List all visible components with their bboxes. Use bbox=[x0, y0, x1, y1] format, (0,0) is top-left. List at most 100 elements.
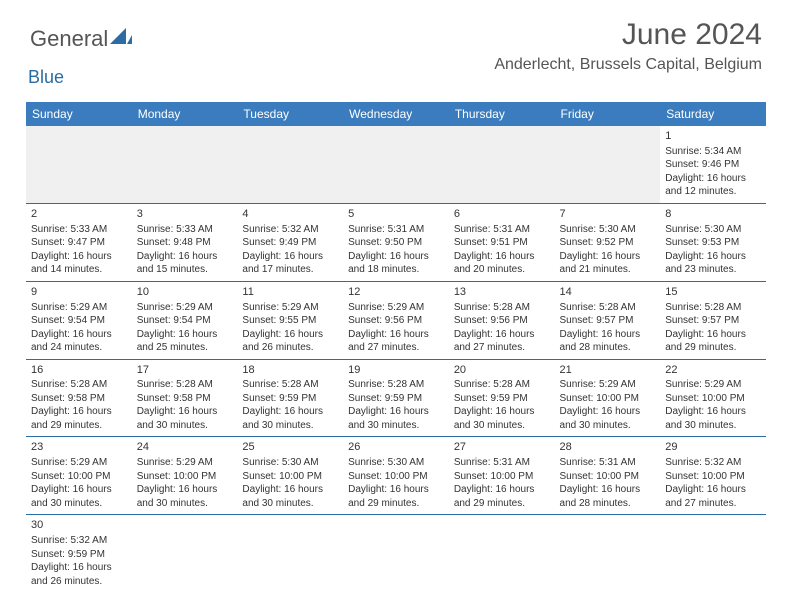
day-info-line: and 29 minutes. bbox=[454, 497, 550, 511]
day-info-line: Daylight: 16 hours bbox=[242, 483, 338, 497]
day-info-line: and 29 minutes. bbox=[348, 497, 444, 511]
day-info-line: Daylight: 16 hours bbox=[31, 483, 127, 497]
calendar-row: 16Sunrise: 5:28 AMSunset: 9:58 PMDayligh… bbox=[26, 359, 766, 437]
calendar-cell bbox=[660, 515, 766, 592]
day-info-line: and 30 minutes. bbox=[348, 419, 444, 433]
calendar-cell bbox=[343, 515, 449, 592]
calendar-cell bbox=[132, 515, 238, 592]
day-info-line: and 30 minutes. bbox=[665, 419, 761, 433]
calendar-cell bbox=[237, 515, 343, 592]
day-number: 18 bbox=[242, 363, 338, 378]
day-header: Thursday bbox=[449, 102, 555, 126]
day-info-line: Sunset: 9:59 PM bbox=[454, 392, 550, 406]
day-info-line: Sunrise: 5:32 AM bbox=[665, 456, 761, 470]
day-info-line: and 14 minutes. bbox=[31, 263, 127, 277]
day-info-line: and 27 minutes. bbox=[454, 341, 550, 355]
day-info-line: Daylight: 16 hours bbox=[454, 405, 550, 419]
calendar-cell bbox=[449, 515, 555, 592]
day-number: 7 bbox=[560, 207, 656, 222]
calendar-cell: 7Sunrise: 5:30 AMSunset: 9:52 PMDaylight… bbox=[555, 203, 661, 281]
calendar-cell: 25Sunrise: 5:30 AMSunset: 10:00 PMDaylig… bbox=[237, 437, 343, 515]
calendar-cell: 6Sunrise: 5:31 AMSunset: 9:51 PMDaylight… bbox=[449, 203, 555, 281]
day-number: 30 bbox=[31, 518, 127, 533]
day-info-line: Sunset: 9:57 PM bbox=[665, 314, 761, 328]
calendar-cell: 26Sunrise: 5:30 AMSunset: 10:00 PMDaylig… bbox=[343, 437, 449, 515]
calendar-cell: 16Sunrise: 5:28 AMSunset: 9:58 PMDayligh… bbox=[26, 359, 132, 437]
day-info-line: Sunrise: 5:28 AM bbox=[665, 301, 761, 315]
calendar-table: Sunday Monday Tuesday Wednesday Thursday… bbox=[26, 102, 766, 592]
day-number: 12 bbox=[348, 285, 444, 300]
day-info-line: Sunrise: 5:31 AM bbox=[348, 223, 444, 237]
day-number: 19 bbox=[348, 363, 444, 378]
day-info-line: Sunset: 9:50 PM bbox=[348, 236, 444, 250]
day-info-line: Sunset: 10:00 PM bbox=[348, 470, 444, 484]
calendar-cell: 15Sunrise: 5:28 AMSunset: 9:57 PMDayligh… bbox=[660, 281, 766, 359]
day-info-line: and 30 minutes. bbox=[137, 497, 233, 511]
day-info-line: Sunrise: 5:32 AM bbox=[31, 534, 127, 548]
day-info-line: Daylight: 16 hours bbox=[560, 328, 656, 342]
day-info-line: Sunrise: 5:29 AM bbox=[31, 301, 127, 315]
calendar-cell: 23Sunrise: 5:29 AMSunset: 10:00 PMDaylig… bbox=[26, 437, 132, 515]
day-info-line: Sunrise: 5:29 AM bbox=[31, 456, 127, 470]
day-info-line: Sunrise: 5:33 AM bbox=[137, 223, 233, 237]
day-info-line: Sunrise: 5:30 AM bbox=[665, 223, 761, 237]
day-info-line: Daylight: 16 hours bbox=[348, 483, 444, 497]
day-header: Monday bbox=[132, 102, 238, 126]
day-header: Saturday bbox=[660, 102, 766, 126]
day-number: 23 bbox=[31, 440, 127, 455]
day-number: 26 bbox=[348, 440, 444, 455]
calendar-cell: 2Sunrise: 5:33 AMSunset: 9:47 PMDaylight… bbox=[26, 203, 132, 281]
day-info-line: Daylight: 16 hours bbox=[31, 405, 127, 419]
calendar-row: 9Sunrise: 5:29 AMSunset: 9:54 PMDaylight… bbox=[26, 281, 766, 359]
day-info-line: Daylight: 16 hours bbox=[137, 250, 233, 264]
day-info-line: Sunrise: 5:29 AM bbox=[560, 378, 656, 392]
day-info-line: Sunset: 9:51 PM bbox=[454, 236, 550, 250]
day-number: 10 bbox=[137, 285, 233, 300]
day-number: 11 bbox=[242, 285, 338, 300]
day-number: 14 bbox=[560, 285, 656, 300]
logo-sail-icon bbox=[110, 28, 132, 51]
day-info-line: Sunset: 9:56 PM bbox=[348, 314, 444, 328]
day-info-line: Sunset: 9:58 PM bbox=[137, 392, 233, 406]
day-number: 2 bbox=[31, 207, 127, 222]
day-info-line: Daylight: 16 hours bbox=[665, 172, 761, 186]
day-info-line: and 20 minutes. bbox=[454, 263, 550, 277]
day-info-line: Sunset: 9:55 PM bbox=[242, 314, 338, 328]
calendar-cell: 29Sunrise: 5:32 AMSunset: 10:00 PMDaylig… bbox=[660, 437, 766, 515]
day-info-line: Sunrise: 5:30 AM bbox=[560, 223, 656, 237]
calendar-cell: 28Sunrise: 5:31 AMSunset: 10:00 PMDaylig… bbox=[555, 437, 661, 515]
calendar-cell: 17Sunrise: 5:28 AMSunset: 9:58 PMDayligh… bbox=[132, 359, 238, 437]
day-info-line: Daylight: 16 hours bbox=[454, 250, 550, 264]
day-number: 22 bbox=[665, 363, 761, 378]
day-info-line: Sunrise: 5:29 AM bbox=[665, 378, 761, 392]
day-info-line: Sunrise: 5:33 AM bbox=[31, 223, 127, 237]
day-info-line: Sunset: 9:53 PM bbox=[665, 236, 761, 250]
header: General Blue June 2024 Anderlecht, Bruss… bbox=[0, 0, 792, 94]
day-info-line: Daylight: 16 hours bbox=[242, 328, 338, 342]
day-info-line: Daylight: 16 hours bbox=[560, 483, 656, 497]
day-number: 15 bbox=[665, 285, 761, 300]
day-info-line: and 17 minutes. bbox=[242, 263, 338, 277]
calendar-cell: 1Sunrise: 5:34 AMSunset: 9:46 PMDaylight… bbox=[660, 126, 766, 203]
day-info-line: and 30 minutes. bbox=[31, 497, 127, 511]
calendar-cell: 21Sunrise: 5:29 AMSunset: 10:00 PMDaylig… bbox=[555, 359, 661, 437]
day-info-line: Daylight: 16 hours bbox=[31, 561, 127, 575]
day-number: 5 bbox=[348, 207, 444, 222]
day-info-line: Sunrise: 5:28 AM bbox=[454, 301, 550, 315]
day-info-line: and 27 minutes. bbox=[665, 497, 761, 511]
day-info-line: Sunrise: 5:34 AM bbox=[665, 145, 761, 159]
day-info-line: and 30 minutes. bbox=[242, 419, 338, 433]
day-info-line: Sunset: 9:46 PM bbox=[665, 158, 761, 172]
day-info-line: Daylight: 16 hours bbox=[31, 250, 127, 264]
location: Anderlecht, Brussels Capital, Belgium bbox=[494, 56, 762, 74]
day-info-line: and 25 minutes. bbox=[137, 341, 233, 355]
calendar-cell bbox=[343, 126, 449, 203]
day-number: 4 bbox=[242, 207, 338, 222]
logo: General Blue bbox=[30, 18, 132, 88]
day-info-line: and 29 minutes. bbox=[665, 341, 761, 355]
day-info-line: Sunrise: 5:30 AM bbox=[242, 456, 338, 470]
day-info-line: Daylight: 16 hours bbox=[137, 405, 233, 419]
calendar-cell: 3Sunrise: 5:33 AMSunset: 9:48 PMDaylight… bbox=[132, 203, 238, 281]
day-number: 28 bbox=[560, 440, 656, 455]
calendar-row: 1Sunrise: 5:34 AMSunset: 9:46 PMDaylight… bbox=[26, 126, 766, 203]
